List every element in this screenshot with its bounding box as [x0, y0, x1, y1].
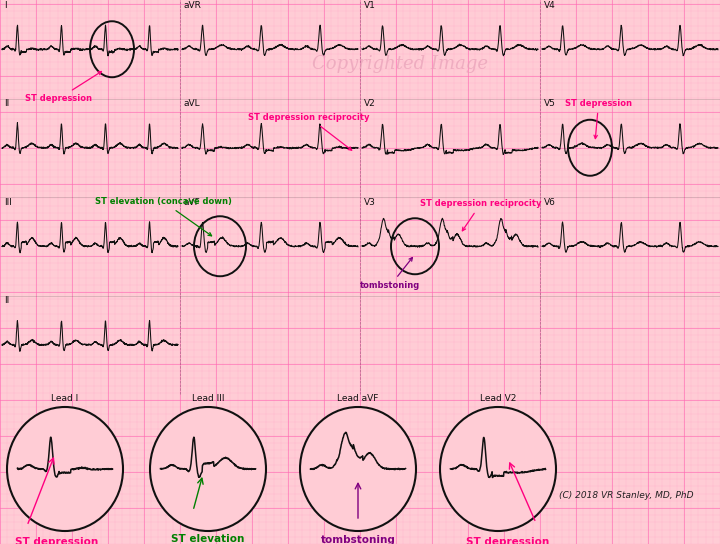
Text: Copyrighted Image: Copyrighted Image [312, 55, 488, 73]
Text: III: III [4, 198, 12, 207]
Text: Lead III: Lead III [192, 394, 224, 403]
Text: aVL: aVL [184, 100, 201, 108]
Text: tombstoning: tombstoning [360, 257, 420, 290]
Text: ST elevation
(concave down): ST elevation (concave down) [161, 534, 254, 544]
Text: ST depression reciprocity: ST depression reciprocity [420, 199, 541, 231]
Ellipse shape [150, 407, 266, 531]
Text: I: I [4, 1, 6, 10]
Text: (C) 2018 VR Stanley, MD, PhD: (C) 2018 VR Stanley, MD, PhD [559, 491, 693, 500]
Ellipse shape [440, 407, 556, 531]
Ellipse shape [300, 407, 416, 531]
Text: V6: V6 [544, 198, 556, 207]
Text: aVF: aVF [184, 198, 201, 207]
Text: tombstoning: tombstoning [320, 535, 395, 544]
Text: Lead aVF: Lead aVF [337, 394, 379, 403]
Text: Lead V2: Lead V2 [480, 394, 516, 403]
Text: ST depression: ST depression [565, 99, 632, 139]
Text: V3: V3 [364, 198, 376, 207]
Text: II: II [4, 296, 9, 305]
Ellipse shape [7, 407, 123, 531]
Text: Lead I: Lead I [51, 394, 78, 403]
Text: ST depression: ST depression [467, 537, 549, 544]
Text: ST depression reciprocity: ST depression reciprocity [248, 113, 369, 150]
Text: ST depression: ST depression [25, 71, 102, 103]
Text: ST depression: ST depression [15, 537, 98, 544]
Text: V5: V5 [544, 100, 556, 108]
Text: V4: V4 [544, 1, 556, 10]
Text: aVR: aVR [184, 1, 202, 10]
Text: V2: V2 [364, 100, 376, 108]
Text: II: II [4, 100, 9, 108]
Text: V1: V1 [364, 1, 376, 10]
Text: ST elevation (concave down): ST elevation (concave down) [95, 197, 232, 236]
